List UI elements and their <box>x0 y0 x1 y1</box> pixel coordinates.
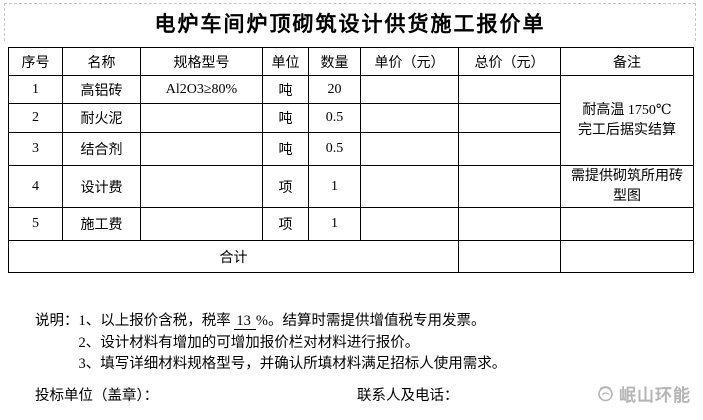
row2-unit-cell: 吨 <box>262 103 309 133</box>
title-frame: 电炉车间炉顶砌筑设计供货施工报价单 <box>4 3 696 41</box>
note-item-2: 2、设计材料有增加的可增加报价栏对材料进行报价。 <box>78 334 420 351</box>
row4-unit-price-cell <box>360 165 459 208</box>
row5-total-price-cell <box>458 207 561 241</box>
row2-name-cell: 耐火泥 <box>62 103 141 133</box>
remark-row4-cell: 需提供砌筑所用砖型图 <box>560 165 694 208</box>
tax-rate-value: 13 <box>234 313 256 330</box>
remark-row4-text: 需提供砌筑所用砖型图 <box>571 168 683 204</box>
note-item-3: 3、填写详细材料规格型号，并确认所填材料满足招标人使用需求。 <box>78 356 507 372</box>
page-title: 电炉车间炉顶砌筑设计供货施工报价单 <box>154 11 546 36</box>
company-logo: 岷山环能 <box>596 381 691 406</box>
row1-unit-cell: 吨 <box>262 75 309 104</box>
total-price-value-cell <box>458 240 561 273</box>
note1-suffix: %。结算时需提供增值税专用发票。 <box>255 313 486 329</box>
row5-name-cell: 施工费 <box>62 207 141 241</box>
note1-prefix: 1、以上报价含税，税率 <box>78 313 231 329</box>
header-cell-total-price: 总价（元） <box>458 47 561 76</box>
note-item-1: 1、以上报价含税，税率 13 %。结算时需提供增值税专用发票。 <box>79 311 507 333</box>
row3-qty-cell: 0.5 <box>308 132 361 166</box>
row1-name-cell: 高铝砖 <box>62 75 141 104</box>
row3-unit-price-cell <box>360 132 459 166</box>
row4-name-cell: 设计费 <box>62 165 141 208</box>
remark-row5-cell <box>560 207 694 241</box>
row4-unit-cell: 项 <box>262 165 309 208</box>
logo-text: 岷山环能 <box>619 386 691 405</box>
contact-phone-label: 联系人及电话： <box>357 388 459 404</box>
total-row: 合计 <box>8 240 694 273</box>
row2-unit-price-cell <box>360 103 459 133</box>
notes-label: 说明： <box>35 313 79 329</box>
row5-unit-price-cell <box>360 207 459 241</box>
logo-swirl-icon <box>598 386 613 402</box>
row5-spec-cell <box>140 207 263 241</box>
header-cell-name: 名称 <box>62 47 141 76</box>
remark-rows1-3-cell: 耐高温 1750℃ 完工后据实结算 <box>560 75 694 166</box>
row1-spec-cell: Al2O3≥80% <box>140 75 263 104</box>
table-row: 5 施工费 项 1 <box>8 207 694 241</box>
row1-unit-price-cell <box>360 75 459 104</box>
row4-qty-cell: 1 <box>308 165 361 208</box>
header-cell-remark: 备注 <box>560 47 694 76</box>
header-cell-qty: 数量 <box>308 47 361 76</box>
header-cell-spec: 规格型号 <box>140 47 263 76</box>
remark-line-1: 耐高温 1750℃ <box>582 102 672 118</box>
row3-total-price-cell <box>458 132 561 166</box>
row2-spec-cell <box>140 103 263 133</box>
row3-unit-cell: 吨 <box>262 132 309 166</box>
row3-no-cell: 3 <box>8 132 63 166</box>
table-row: 3 结合剂 吨 0.5 <box>8 132 694 166</box>
row1-total-price-cell <box>458 75 561 104</box>
total-label-cell: 合计 <box>8 240 459 273</box>
table-row: 2 耐火泥 吨 0.5 <box>8 103 694 133</box>
total-remark-cell <box>560 240 694 273</box>
row3-name-cell: 结合剂 <box>62 132 141 166</box>
row1-qty-cell: 20 <box>308 75 361 104</box>
bidder-seal-label: 投标单位（盖章）： <box>35 388 159 404</box>
row2-total-price-cell <box>458 103 561 133</box>
remark-line-2: 完工后据实结算 <box>578 122 676 138</box>
row2-qty-cell: 0.5 <box>308 103 361 133</box>
header-cell-unit: 单位 <box>262 47 309 76</box>
row5-no-cell: 5 <box>8 207 63 241</box>
row3-spec-cell <box>140 132 263 166</box>
table-row: 1 高铝砖 Al2O3≥80% 吨 20 耐高温 1750℃ 完工后据实结算 <box>8 75 694 166</box>
row4-no-cell: 4 <box>8 165 63 208</box>
row5-unit-cell: 项 <box>262 207 309 241</box>
row5-qty-cell: 1 <box>308 207 361 241</box>
row1-no-cell: 1 <box>8 75 63 104</box>
notes-block: 说明： 1、以上报价含税，税率 13 %。结算时需提供增值税专用发票。 2、设计材… <box>35 311 506 376</box>
row4-spec-cell <box>140 165 263 208</box>
quotation-table: 序号 名称 规格型号 单位 数量 单价（元） 总价（元） 备注 1 高铝砖 Al… <box>8 47 694 273</box>
table-header-row: 序号 名称 规格型号 单位 数量 单价（元） 总价（元） 备注 <box>8 47 694 76</box>
row2-no-cell: 2 <box>8 103 63 133</box>
header-cell-no: 序号 <box>8 47 63 76</box>
header-cell-unit-price: 单价（元） <box>360 47 459 76</box>
row4-total-price-cell <box>458 165 561 208</box>
table-row: 4 设计费 项 1 需提供砌筑所用砖型图 <box>8 165 694 208</box>
